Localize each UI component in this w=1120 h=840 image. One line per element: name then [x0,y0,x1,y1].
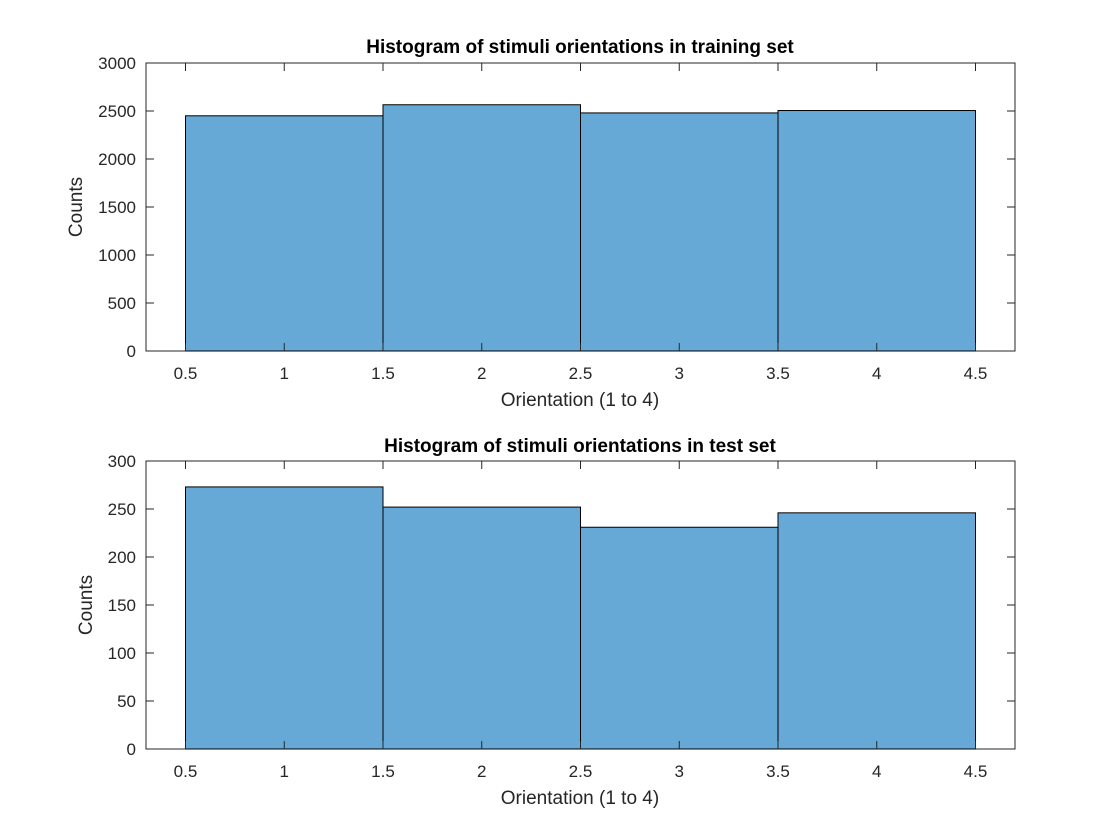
chart-title: Histogram of stimuli orientations in tra… [366,37,794,58]
x-ticks: 0.5 1 1.5 2 2.5 3 3.5 4 4.5 [174,461,988,781]
bar-bin-2 [382,506,581,750]
y-tick-label: 100 [108,644,136,663]
x-tick-label: 1 [280,364,289,383]
y-tick-label: 1000 [98,246,136,265]
x-tick-label: 2.5 [569,364,593,383]
x-tick-label: 2.5 [569,762,593,781]
x-ticks: 0.5 1 1.5 2 2.5 3 3.5 4 4.5 [174,63,988,383]
bar-bin-4 [777,512,976,750]
y-tick-label: 0 [127,342,136,361]
x-tick-label: 2 [477,762,486,781]
x-tick-label: 1.5 [371,364,395,383]
x-tick-label: 3 [675,762,684,781]
bar-bin-3 [580,112,779,352]
y-tick-label: 200 [108,548,136,567]
x-tick-label: 2 [477,364,486,383]
x-axis-label: Orientation (1 to 4) [501,788,659,809]
bars [185,486,976,750]
x-tick-label: 4 [872,364,881,383]
y-tick-label: 300 [108,452,136,471]
y-tick-label: 2500 [98,102,136,121]
y-tick-label: 50 [117,692,136,711]
x-tick-label: 0.5 [174,762,198,781]
x-tick-label: 3.5 [766,762,790,781]
x-tick-label: 0.5 [174,364,198,383]
y-tick-label: 0 [127,740,136,759]
x-tick-label: 3.5 [766,364,790,383]
x-tick-label: 4 [872,762,881,781]
x-tick-label: 4.5 [964,364,988,383]
x-tick-label: 1.5 [371,762,395,781]
bar-bin-1 [185,486,384,750]
y-ticks: 0 50 100 150 200 250 300 [108,452,1015,759]
x-tick-label: 4.5 [964,762,988,781]
y-tick-label: 1500 [98,198,136,217]
chart-title: Histogram of stimuli orientations in tes… [384,436,776,457]
y-tick-label: 3000 [98,54,136,73]
training-set-histogram: Histogram of stimuli orientations in tra… [66,37,1016,411]
x-axis-label: Orientation (1 to 4) [501,390,659,411]
y-tick-label: 250 [108,500,136,519]
bar-bin-3 [580,526,779,750]
x-tick-label: 3 [675,364,684,383]
bars [185,104,976,352]
bar-bin-2 [382,104,581,352]
bar-bin-4 [777,110,976,352]
y-tick-label: 150 [108,596,136,615]
bar-bin-1 [185,115,384,352]
y-tick-label: 2000 [98,150,136,169]
test-set-histogram: Histogram of stimuli orientations in tes… [76,436,1016,809]
x-tick-label: 1 [280,762,289,781]
y-ticks: 0 500 1000 1500 2000 2500 3000 [98,54,1015,361]
y-axis-label: Counts [66,177,87,237]
y-tick-label: 500 [108,294,136,313]
y-axis-label: Counts [76,575,97,635]
